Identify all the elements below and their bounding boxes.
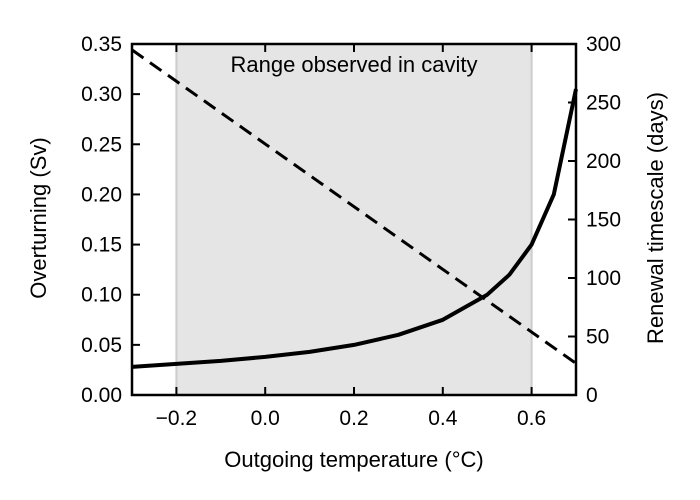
x-tick-label: 0.6: [517, 407, 546, 430]
y-tick-label: 0.20: [81, 183, 122, 206]
x-tick-label: −0.2: [156, 407, 197, 430]
x-tick-label: 0.4: [428, 407, 458, 430]
renewal-timescale-line: [131, 48, 577, 365]
y2-tick-label: 0: [586, 384, 598, 407]
shaded-region-label: Range observed in cavity: [230, 52, 477, 77]
y-tick-label: 0.25: [81, 133, 122, 156]
y-tick-label: 0.10: [81, 284, 122, 307]
y2-axis-label: Renewal timescale (days): [643, 92, 668, 344]
y-tick-label: 0.00: [81, 384, 122, 407]
y-tick-label: 0.30: [81, 83, 122, 106]
axes: −0.2 0.0 0.2 0.4 0.6 0.00 0.05 0.10 0.15 0.20 0.25…: [81, 33, 621, 430]
overturning-line: [131, 88, 578, 369]
x-axis-label: Outgoing temperature (°C): [224, 447, 483, 472]
y2-tick-label: 50: [586, 326, 609, 349]
y2-tick-label: 300: [586, 33, 621, 56]
shaded-region: [176, 44, 532, 395]
x-tick-label: 0.0: [251, 407, 280, 430]
axis-labels: Outgoing temperature (°C) Overturning (S…: [26, 52, 668, 472]
y-tick-label: 0.05: [81, 334, 122, 357]
y2-tick-label: 100: [586, 267, 621, 290]
y2-tick-label: 250: [586, 92, 621, 115]
y2-tick-label: 150: [586, 209, 621, 232]
y2-tick-label: 200: [586, 150, 621, 173]
plot-area: [131, 44, 578, 395]
y-tick-label: 0.35: [81, 33, 122, 56]
x-tick-label: 0.2: [339, 407, 368, 430]
y-axis-label: Overturning (Sv): [26, 137, 51, 298]
y-tick-label: 0.15: [81, 234, 122, 257]
